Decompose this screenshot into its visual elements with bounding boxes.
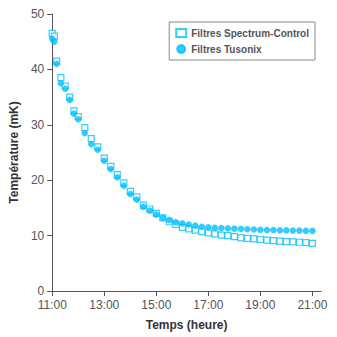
- svg-text:21:00: 21:00: [297, 298, 327, 312]
- svg-text:40: 40: [31, 62, 45, 76]
- svg-text:15:00: 15:00: [141, 298, 171, 312]
- svg-text:30: 30: [31, 118, 45, 132]
- svg-text:Température (mK): Température (mK): [7, 101, 21, 203]
- svg-text:11:00: 11:00: [38, 298, 67, 312]
- svg-text:Filtres Spectrum-Control: Filtres Spectrum-Control: [191, 28, 309, 39]
- svg-text:20: 20: [31, 173, 45, 187]
- svg-text:19:00: 19:00: [245, 298, 275, 312]
- svg-text:Temps (heure): Temps (heure): [146, 318, 228, 332]
- svg-text:13:00: 13:00: [89, 298, 119, 312]
- svg-text:50: 50: [31, 7, 45, 21]
- svg-text:0: 0: [38, 284, 45, 298]
- svg-text:17:00: 17:00: [193, 298, 223, 312]
- svg-text:10: 10: [31, 229, 45, 243]
- svg-text:Filtres Tusonix: Filtres Tusonix: [191, 44, 262, 55]
